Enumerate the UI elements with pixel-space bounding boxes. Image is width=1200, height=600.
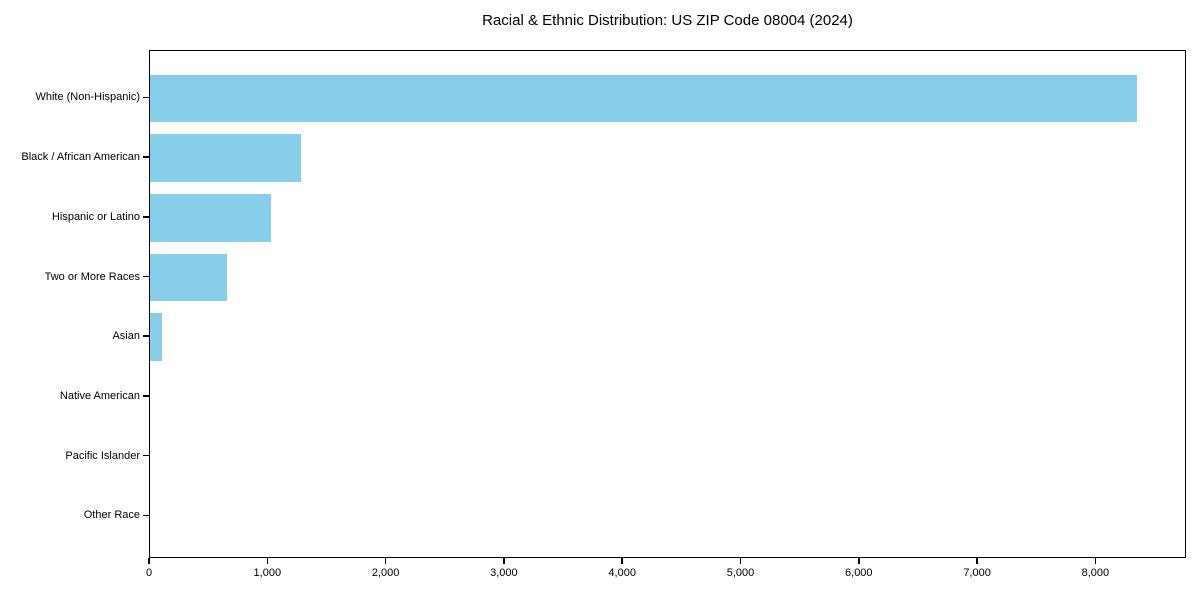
y-tick (143, 96, 149, 99)
y-tick (143, 216, 149, 218)
x-tick-label: 6,000 (845, 567, 873, 579)
plot-area (149, 50, 1186, 558)
y-tick-label: Two or More Races (44, 270, 140, 283)
x-tick-label: 1,000 (253, 567, 282, 579)
x-tick-label: 3,000 (490, 567, 518, 579)
y-tick-label: Hispanic or Latino (51, 210, 140, 223)
chart-title: Racial & Ethnic Distribution: US ZIP Cod… (482, 12, 853, 29)
y-tick-label: Pacific Islander (65, 449, 140, 462)
bar-two-or-more-races (150, 253, 228, 302)
x-tick-label: 2,000 (371, 567, 400, 579)
bar-white-non-hispanic (150, 74, 1137, 123)
x-tick-label: 7,000 (963, 567, 991, 579)
y-tick (143, 275, 149, 278)
bar-black-african-american (150, 134, 301, 182)
x-tick (266, 558, 269, 564)
y-tick-label: White (Non-Hispanic) (35, 91, 140, 104)
y-tick (143, 454, 149, 457)
bar-asian (150, 313, 162, 362)
y-tick-label: Other Race (83, 509, 140, 522)
y-tick (143, 156, 149, 158)
x-tick-label: 8,000 (1081, 567, 1110, 579)
y-tick-label: Native American (59, 389, 140, 402)
y-tick (143, 395, 149, 397)
y-tick-label: Asian (112, 330, 140, 343)
x-tick (384, 558, 387, 564)
y-tick (143, 514, 149, 517)
x-tick (858, 558, 860, 564)
x-tick-label: 0 (145, 567, 153, 579)
x-tick (621, 558, 623, 564)
x-tick (739, 558, 742, 564)
x-tick (148, 558, 150, 564)
y-tick-label: Black / African American (21, 151, 140, 164)
x-tick-label: 4,000 (608, 567, 636, 579)
x-tick (976, 558, 978, 564)
x-tick (1094, 558, 1097, 564)
x-tick-label: 5,000 (726, 567, 755, 579)
y-tick (143, 335, 149, 337)
x-tick (503, 558, 505, 564)
bar-hispanic-or-latino (150, 193, 271, 242)
